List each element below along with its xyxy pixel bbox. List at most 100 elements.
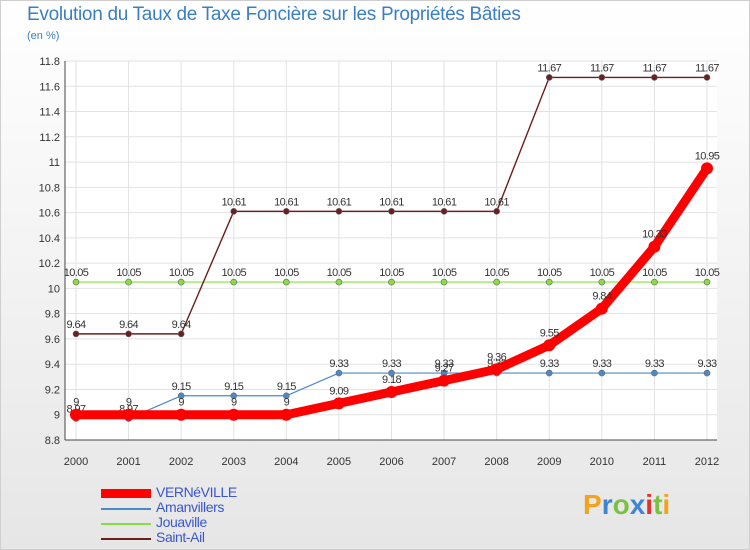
data-point-jouaville (651, 278, 658, 286)
data-point-amanvillers (545, 369, 553, 377)
data-label-jouaville: 10.05 (432, 267, 457, 279)
y-tick-label: 9.2 (45, 384, 60, 396)
data-label-jouaville: 10.05 (327, 267, 352, 279)
data-point-jouaville (598, 278, 606, 286)
data-point-saint-ail (125, 330, 132, 338)
x-tick-label: 2009 (537, 456, 561, 468)
data-label-jouaville: 10.05 (695, 267, 720, 279)
data-label-verneville: 9.84 (592, 291, 611, 303)
x-tick-label: 2006 (379, 456, 403, 468)
y-tick-label: 11 (49, 157, 60, 169)
y-tick-label: 10.2 (39, 258, 60, 270)
data-label-jouaville: 10.05 (169, 267, 194, 279)
data-point-verneville (595, 302, 608, 315)
data-label-saint-ail: 9.64 (172, 319, 191, 331)
x-tick-label: 2002 (169, 456, 193, 468)
y-tick-label: 9.4 (45, 359, 60, 371)
y-tick-label: 10.4 (39, 233, 60, 245)
data-label-amanvillers: 9.15 (277, 381, 296, 393)
data-point-jouaville (177, 278, 185, 286)
y-tick-label: 8.8 (45, 435, 60, 447)
chart-title: Evolution du Taux de Taxe Foncière sur l… (27, 4, 521, 25)
data-point-jouaville (230, 278, 238, 286)
logo-letter: o (612, 489, 630, 520)
data-label-saint-ail: 10.61 (274, 196, 299, 208)
logo-letter: t (653, 489, 663, 520)
x-tick-label: 2010 (590, 456, 614, 468)
legend-label-amanvillers: Amanvillers (156, 499, 224, 515)
data-point-saint-ail (230, 208, 238, 215)
data-label-saint-ail: 10.61 (432, 196, 457, 208)
logo-letter: i (662, 489, 671, 520)
data-point-jouaville (72, 278, 80, 286)
data-label-verneville: 9.55 (540, 327, 559, 339)
data-label-amanvillers: 9.15 (224, 381, 243, 393)
data-label-saint-ail: 10.61 (379, 196, 404, 208)
data-point-saint-ail (335, 208, 343, 215)
data-label-saint-ail: 11.67 (695, 62, 719, 74)
data-label-jouaville: 10.05 (590, 267, 615, 279)
data-point-amanvillers (598, 369, 606, 377)
x-tick-label: 2004 (274, 456, 298, 468)
data-label-saint-ail: 10.61 (221, 196, 246, 208)
x-tick-label: 2005 (327, 456, 351, 468)
legend-swatch-saint-ail (101, 538, 151, 540)
data-point-saint-ail (545, 74, 553, 81)
y-tick-label: 9 (54, 410, 60, 422)
data-point-verneville (438, 374, 451, 387)
data-label-amanvillers: 9.33 (540, 358, 559, 370)
data-point-jouaville (493, 278, 500, 286)
data-point-saint-ail (283, 208, 290, 215)
data-label-jouaville: 10.05 (379, 267, 404, 279)
data-point-amanvillers (230, 392, 238, 400)
data-label-jouaville: 10.05 (537, 267, 562, 279)
data-label-jouaville: 10.05 (484, 267, 509, 279)
data-point-verneville (227, 408, 240, 421)
data-point-jouaville (283, 278, 290, 286)
data-label-jouaville: 10.05 (642, 267, 667, 279)
y-tick-label: 11.4 (39, 107, 60, 119)
data-label-verneville: 9.27 (435, 363, 454, 375)
data-point-saint-ail (493, 208, 500, 215)
data-point-saint-ail (651, 74, 658, 81)
data-point-jouaville (545, 278, 553, 286)
data-label-amanvillers: 9.15 (172, 381, 191, 393)
legend-label-saint-ail: Saint-Ail (156, 529, 205, 545)
y-tick-label: 11.8 (39, 56, 60, 68)
legend-label-jouaville: Jouaville (156, 514, 207, 530)
data-label-saint-ail: 10.61 (484, 196, 509, 208)
data-point-saint-ail (177, 330, 185, 338)
logo-letter: x (629, 489, 646, 520)
data-label-verneville: 9 (284, 397, 290, 409)
data-label-amanvillers: 9.33 (592, 358, 611, 370)
data-point-jouaville (335, 278, 343, 286)
y-tick-label: 10.8 (39, 182, 60, 194)
data-label-verneville: 9 (231, 397, 237, 409)
data-point-verneville (490, 363, 503, 376)
data-label-verneville: 9.18 (382, 374, 401, 386)
data-label-saint-ail: 11.67 (537, 62, 561, 74)
data-label-verneville: 10.95 (695, 150, 720, 162)
data-label-amanvillers: 9.33 (435, 358, 454, 370)
data-label-amanvillers: 9.33 (382, 358, 401, 370)
data-label-amanvillers: 9.33 (645, 358, 664, 370)
y-tick-label: 10 (48, 283, 60, 295)
data-point-saint-ail (72, 330, 80, 338)
data-label-verneville: 9.09 (329, 385, 348, 397)
data-point-verneville (385, 385, 398, 398)
y-tick-label: 10.6 (39, 208, 60, 220)
legend-label-verneville: VERNéVILLE (156, 484, 237, 500)
data-point-verneville (70, 408, 82, 421)
data-label-saint-ail: 11.67 (590, 62, 614, 74)
x-tick-label: 2008 (484, 456, 508, 468)
data-label-jouaville: 10.05 (274, 267, 299, 279)
data-point-saint-ail (598, 74, 606, 81)
data-label-verneville: 9.36 (487, 351, 506, 363)
data-point-amanvillers (651, 369, 658, 377)
data-label-jouaville: 10.05 (221, 267, 246, 279)
y-tick-label: 11.6 (39, 81, 60, 93)
data-point-verneville (175, 408, 188, 421)
data-label-verneville: 10.33 (642, 229, 667, 241)
logo-letter: i (645, 489, 654, 520)
